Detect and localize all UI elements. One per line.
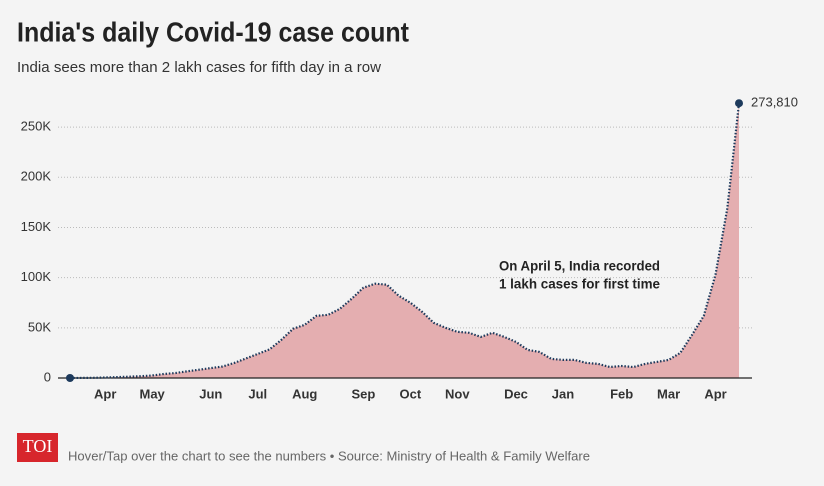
chart-title: India's daily Covid-19 case count [17,16,409,47]
x-tick-label: May [140,386,166,401]
y-tick-label: 0 [44,369,51,384]
end-point [735,99,743,108]
x-tick-label: Jul [248,386,267,401]
x-tick-label: Apr [94,386,116,401]
value-label: 273,810 [751,95,798,110]
x-tick-label: Feb [610,386,633,401]
x-tick-label: Nov [445,386,470,401]
x-tick-label: Mar [657,386,680,401]
logo: TOI [23,436,53,456]
y-tick-label: 150K [21,219,52,234]
x-tick-label: Dec [504,386,528,401]
chart-subtitle: India sees more than 2 lakh cases for fi… [17,59,381,76]
x-tick-label: Jun [199,386,222,401]
annotation: 1 lakh cases for first time [499,277,660,292]
x-tick-label: Jan [552,386,574,401]
y-tick-label: 200K [21,169,52,184]
x-tick-label: Apr [704,386,726,401]
start-point [66,374,74,382]
y-tick-label: 250K [21,119,52,134]
y-tick-label: 100K [21,269,52,284]
area [70,103,739,378]
x-tick-label: Sep [351,386,375,401]
annotation: On April 5, India recorded [499,259,660,274]
logo-box [17,433,58,462]
x-tick-label: Aug [292,386,317,401]
x-tick-label: Oct [400,386,422,401]
y-tick-label: 50K [28,319,51,334]
footer-note: Hover/Tap over the chart to see the numb… [68,448,590,463]
